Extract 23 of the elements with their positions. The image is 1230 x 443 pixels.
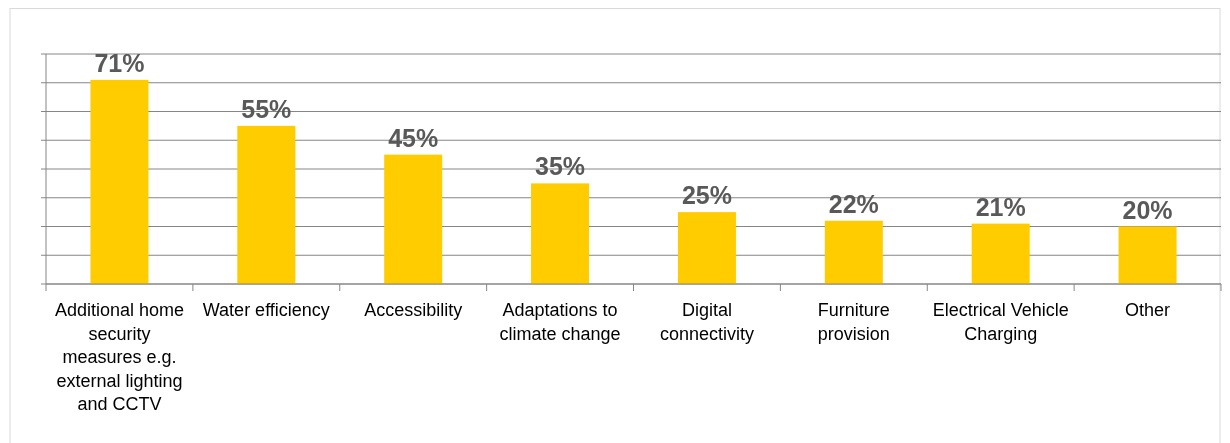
bar [531, 183, 590, 284]
data-label: 22% [828, 189, 879, 218]
x-tick-label: Adaptations to climate change [499, 300, 621, 344]
bar [384, 154, 443, 284]
bar [824, 220, 883, 284]
data-label: 71% [94, 48, 145, 77]
x-tick-label: Additional home security measures e.g. external lighting and CCTV [54, 300, 184, 414]
bar [1118, 226, 1177, 284]
x-tick-label: Digital connectivity [659, 300, 754, 344]
data-label: 25% [681, 181, 732, 210]
data-label: 20% [1122, 195, 1173, 224]
x-tick-label: Furniture provision [817, 300, 890, 344]
bar [90, 79, 149, 284]
data-label: 45% [388, 123, 439, 152]
data-label: 21% [975, 192, 1026, 221]
x-tick-label: Electrical Vehicle Charging [932, 300, 1069, 344]
bar [677, 212, 736, 284]
x-tick-label: Accessibility [364, 300, 463, 320]
x-tick-label: Water efficiency [202, 300, 330, 320]
x-tick-label: Other [1125, 300, 1171, 320]
data-label: 35% [535, 152, 586, 181]
bar [971, 223, 1030, 284]
bar [237, 125, 296, 284]
